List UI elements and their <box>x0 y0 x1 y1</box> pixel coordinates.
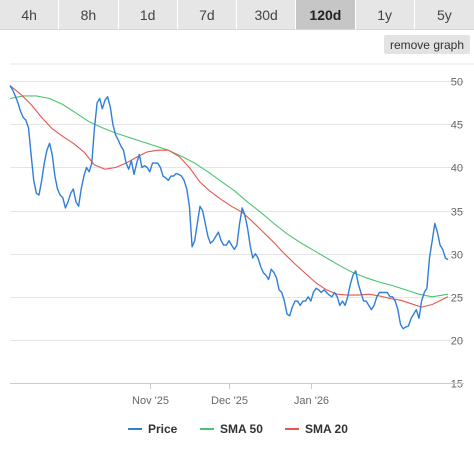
tab-0[interactable]: 4h <box>0 0 60 30</box>
series-line-sma-50 <box>9 95 449 298</box>
chart-legend: Price SMA 50 SMA 20 <box>0 418 474 440</box>
y-tick-label: 50 <box>451 77 463 89</box>
y-tick-label: 40 <box>451 163 463 175</box>
legend-label-2: SMA 20 <box>305 422 348 436</box>
y-tick-label: 15 <box>451 379 463 391</box>
x-tick-label: Nov '25 <box>132 395 169 407</box>
legend-swatch-1 <box>200 428 214 430</box>
y-tick-label: 35 <box>451 207 463 219</box>
series-line-sma-20 <box>9 85 449 308</box>
x-tick-label: Jan '26 <box>294 395 329 407</box>
legend-item-1[interactable]: SMA 50 <box>200 418 263 440</box>
tab-1[interactable]: 8h <box>59 0 119 30</box>
legend-label-0: Price <box>148 422 178 436</box>
y-tick-label: 45 <box>451 120 463 132</box>
tab-7[interactable]: 5y <box>414 0 474 30</box>
legend-swatch-2 <box>285 428 299 430</box>
price-chart: 15 20 25 30 35 40 45 50 Nov '25 Dec '25 Jan '26 <box>9 63 474 407</box>
legend-item-2[interactable]: SMA 20 <box>285 418 348 440</box>
time-range-tabs: 4h 8h 1d 7d 30d 120d 1y 5y <box>0 0 474 30</box>
series-line-price <box>9 85 449 330</box>
tab-6[interactable]: 1y <box>355 0 415 30</box>
tab-3[interactable]: 7d <box>177 0 237 30</box>
tab-4[interactable]: 30d <box>237 0 297 30</box>
legend-swatch-0 <box>128 428 142 430</box>
legend-label-1: SMA 50 <box>220 422 263 436</box>
y-tick-label: 25 <box>451 293 463 305</box>
x-tick-label: Dec '25 <box>211 395 248 407</box>
remove-graph-button[interactable]: remove graph <box>384 35 470 54</box>
tab-2[interactable]: 1d <box>118 0 178 30</box>
tab-5[interactable]: 120d <box>296 0 356 30</box>
legend-item-0[interactable]: Price <box>128 418 177 440</box>
y-tick-label: 30 <box>451 250 463 262</box>
y-tick-label: 20 <box>451 336 463 348</box>
